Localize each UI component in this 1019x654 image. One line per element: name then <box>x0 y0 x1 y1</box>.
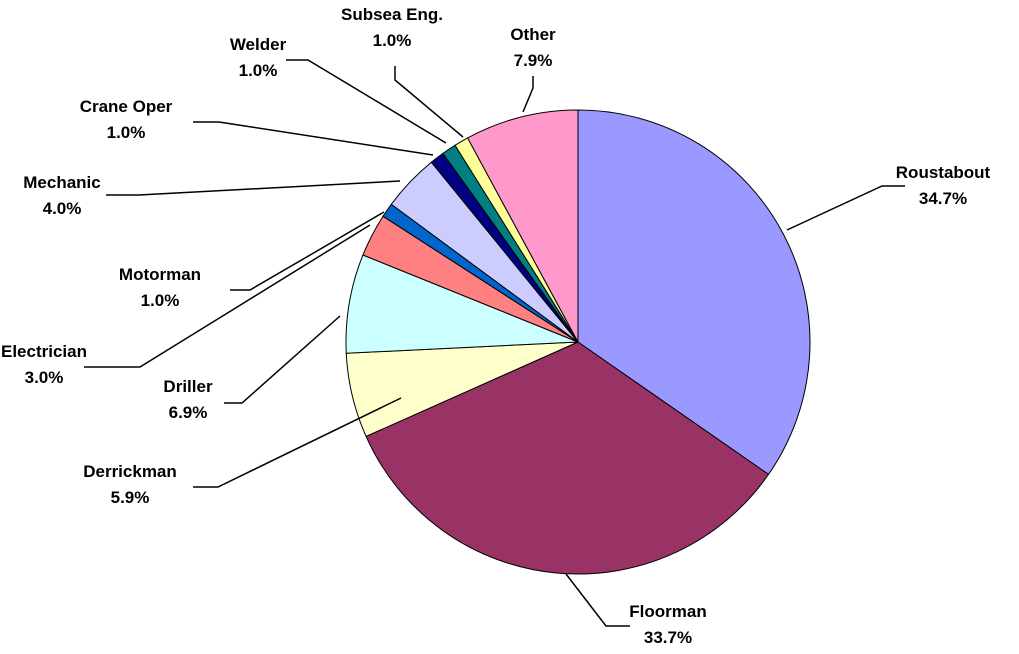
leader-line-mechanic <box>106 180 401 196</box>
slice-value-driller: 6.9% <box>169 403 208 422</box>
slice-label-floorman: Floorman <box>629 602 706 621</box>
leader-lines <box>84 59 905 627</box>
slice-label-welder: Welder <box>230 35 287 54</box>
leader-line-driller <box>224 315 341 404</box>
slice-value-floorman: 33.7% <box>644 628 692 647</box>
slice-label-motorman: Motorman <box>119 265 201 284</box>
slice-label-subsea-eng: Subsea Eng. <box>341 5 443 24</box>
slice-value-welder: 1.0% <box>239 61 278 80</box>
leader-line-motorman <box>230 211 385 291</box>
slice-label-mechanic: Mechanic <box>23 173 100 192</box>
pie-slice-roustabout <box>577 109 811 476</box>
slice-labels: Roustabout 34.7% Floorman 33.7% Derrickman 5.… <box>1 5 991 647</box>
leader-line-roustabout <box>786 185 905 231</box>
slice-value-crane-oper: 1.0% <box>107 123 146 142</box>
slice-label-driller: Driller <box>163 377 213 396</box>
slice-value-roustabout: 34.7% <box>919 189 967 208</box>
slice-value-subsea-eng: 1.0% <box>373 31 412 50</box>
leader-line-crane-oper <box>193 121 434 156</box>
pie-slice-floorman <box>365 341 770 575</box>
leader-line-derrickman <box>193 397 402 488</box>
slice-value-electrician: 3.0% <box>25 368 64 387</box>
leader-line-subsea-eng <box>394 66 464 138</box>
slice-value-derrickman: 5.9% <box>111 488 150 507</box>
slice-label-other: Other <box>510 25 556 44</box>
leader-line-floorman <box>565 573 630 627</box>
slice-label-derrickman: Derrickman <box>83 462 177 481</box>
slice-label-electrician: Electrician <box>1 342 87 361</box>
slice-value-mechanic: 4.0% <box>43 199 82 218</box>
pie-slices <box>345 109 811 575</box>
slice-label-crane-oper: Crane Oper <box>80 97 173 116</box>
leader-line-welder <box>286 59 447 144</box>
pie-slice-other <box>466 109 579 343</box>
slice-value-motorman: 1.0% <box>141 291 180 310</box>
leader-line-electrician <box>84 224 371 368</box>
slice-value-other: 7.9% <box>514 51 553 70</box>
slice-label-roustabout: Roustabout <box>896 163 991 182</box>
leader-line-other <box>522 76 534 113</box>
